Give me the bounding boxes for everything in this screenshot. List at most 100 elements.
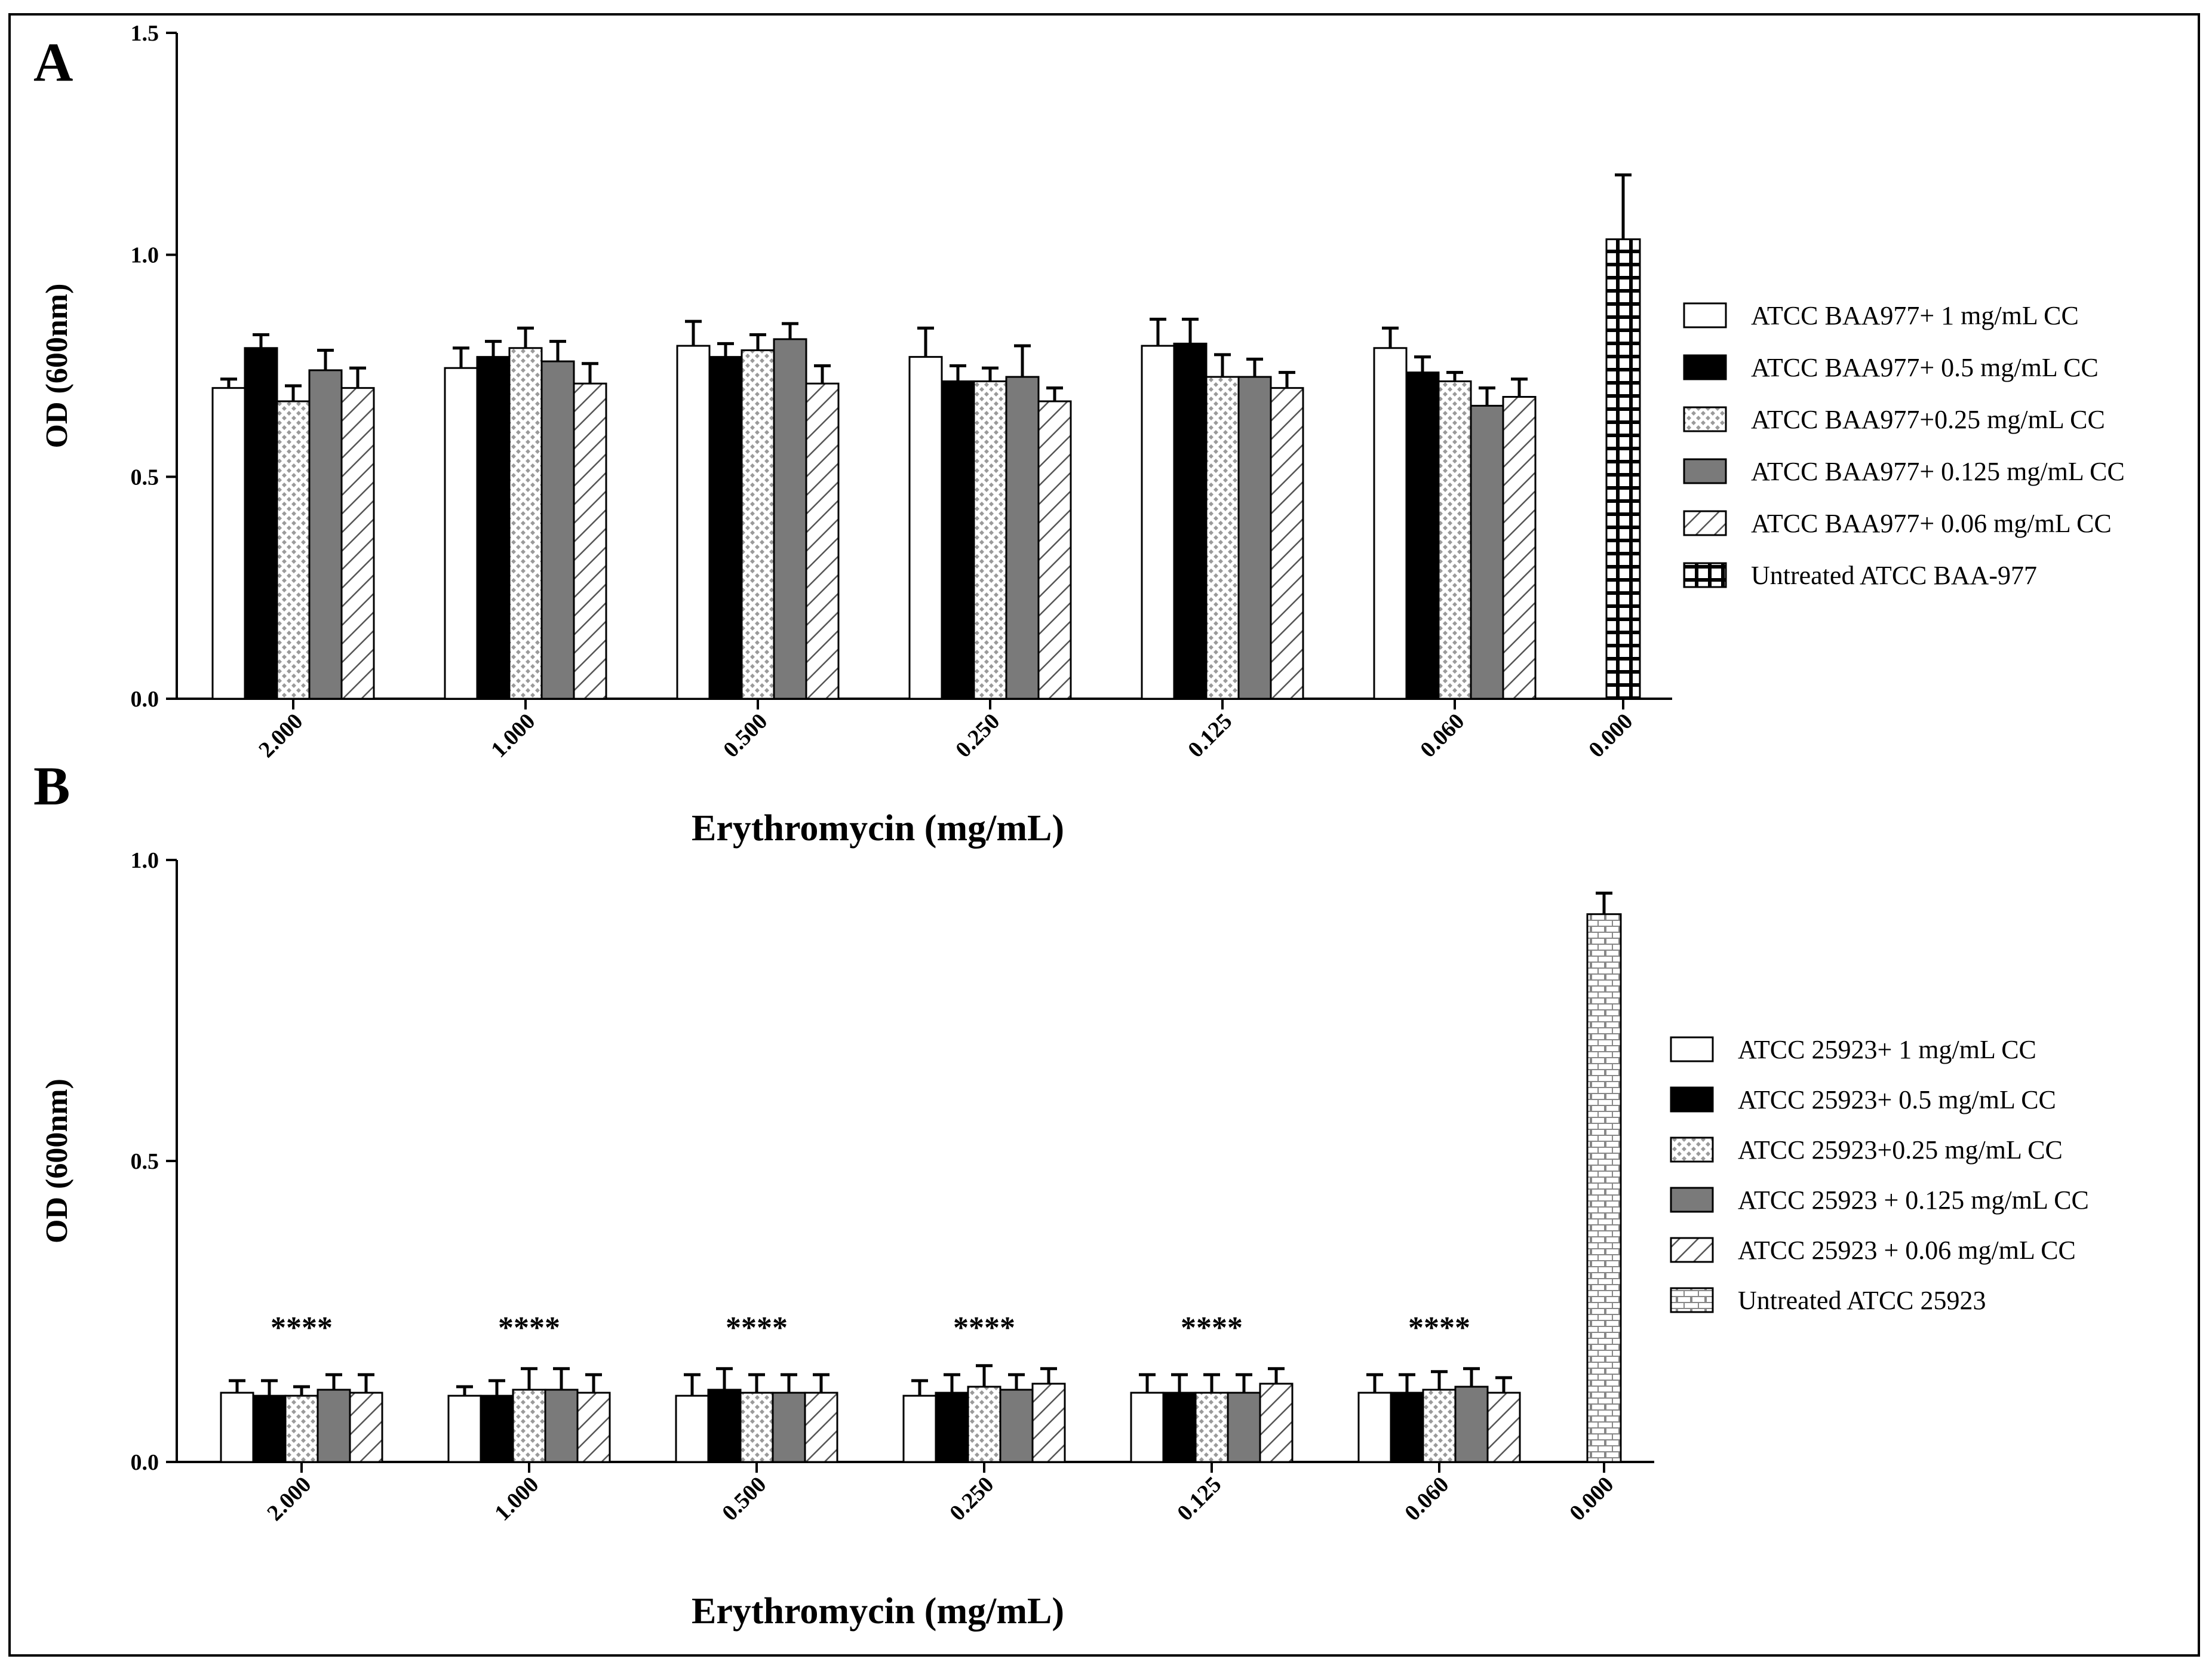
- panel-b-bar: [284, 1394, 319, 1463]
- panel-b-bar: [1454, 1386, 1489, 1463]
- panel-b-x-tick-label: 0.060: [1400, 1472, 1454, 1526]
- panel-a-bar: [573, 382, 607, 700]
- panel-a-bar: [1470, 404, 1504, 700]
- panel-b-bar: [1227, 1391, 1261, 1463]
- panel-b-x-tick-label: 0.000: [1565, 1472, 1618, 1526]
- panel-b-bar: [447, 1394, 482, 1463]
- panel-label-a: A: [33, 32, 73, 93]
- panel-b-bar: [512, 1389, 546, 1463]
- panel-a-x-tick-label: 0.125: [1183, 709, 1237, 763]
- panel-a-legend-label: ATCC BAA977+ 1 mg/mL CC: [1751, 301, 2079, 330]
- panel-b-significance-stars: ****: [953, 1311, 1015, 1345]
- panel-b-bar: [349, 1391, 383, 1463]
- panel-b-bar: [935, 1391, 969, 1463]
- panel-b-legend-swatch: [1670, 1187, 1714, 1213]
- panel-b-bar: [576, 1391, 611, 1463]
- panel-a-bar: [773, 338, 807, 700]
- panel-a-legend-swatch: [1683, 406, 1727, 432]
- panel-b-bar: [967, 1386, 1001, 1463]
- panel-b-x-tick-label: 1.000: [490, 1472, 543, 1526]
- panel-b-bar: [739, 1391, 774, 1463]
- panel-b-legend-swatch: [1670, 1287, 1714, 1313]
- panel-a-legend-swatch: [1683, 510, 1727, 536]
- panel-b-bar: [252, 1394, 287, 1463]
- panel-a-bar: [340, 387, 375, 700]
- panel-a-bar: [508, 347, 543, 700]
- panel-a-bar: [1205, 376, 1240, 700]
- panel-b-legend-label: Untreated ATCC 25923: [1738, 1286, 1986, 1315]
- panel-a-chart: 0.0 0.5 1.0 1.5 OD (600nm) Erythromycin (mg/m…: [40, 21, 2125, 849]
- panel-b-bar: [1194, 1391, 1229, 1463]
- panel-a-bar: [676, 345, 711, 700]
- panel-a-bar: [211, 387, 246, 700]
- panel-b-bar: [707, 1389, 742, 1463]
- panel-a-y-tick-label: 0.5: [131, 465, 159, 490]
- panel-a-legend-label: ATCC BAA977+0.25 mg/mL CC: [1751, 405, 2105, 434]
- panel-b-x-tick-label: 2.000: [262, 1472, 316, 1526]
- panel-b-legend-label: ATCC 25923+0.25 mg/mL CC: [1738, 1135, 2063, 1165]
- panel-b-x-axis-label: Erythromycin (mg/mL): [692, 1591, 1064, 1632]
- panel-b-bar: [220, 1391, 254, 1463]
- panel-a-x-axis-label: Erythromycin (mg/mL): [692, 808, 1064, 849]
- panel-b-legend-swatch: [1670, 1036, 1714, 1062]
- panel-b-bar: [772, 1391, 806, 1463]
- panel-a-bar: [308, 369, 343, 700]
- panel-a-y-tick-label: 0.0: [131, 687, 159, 712]
- panel-b-legend-swatch: [1670, 1136, 1714, 1163]
- panel-a-legend-swatch: [1683, 354, 1727, 380]
- panel-a-bar: [1237, 376, 1272, 700]
- panel-a-y-axis-label: OD (600nm): [40, 284, 74, 449]
- panel-b-bar: [902, 1394, 937, 1463]
- panel-a-bar: [741, 349, 775, 700]
- panel-a-x-tick-label: 0.250: [951, 709, 1004, 763]
- panel-b-x-tick-label: 0.250: [945, 1472, 999, 1526]
- panel-a-bar: [1605, 238, 1641, 700]
- panel-b-chart: 0.0 0.5 1.0 OD (600nm) Erythromycin (mg/mL) 2…: [40, 848, 2089, 1632]
- panel-b-bar: [1486, 1391, 1521, 1463]
- panel-a-bar: [708, 356, 743, 700]
- panel-b-y-tick-label: 1.0: [131, 848, 159, 873]
- panel-a-x-tick-label: 0.000: [1584, 709, 1638, 763]
- panel-b-legend-label: ATCC 25923 + 0.125 mg/mL CC: [1738, 1185, 2089, 1215]
- panel-b-legend-swatch: [1670, 1237, 1714, 1263]
- panel-a-bar: [1405, 371, 1440, 700]
- panel-a-legend-swatch: [1683, 562, 1727, 588]
- panel-a-legend-label: ATCC BAA977+ 0.125 mg/mL CC: [1751, 457, 2125, 486]
- panel-a-bar: [1005, 376, 1040, 700]
- panel-b-bar: [1390, 1391, 1424, 1463]
- panel-a-x-tick-label: 1.000: [486, 709, 540, 763]
- panel-b-bar: [675, 1394, 709, 1463]
- panel-b-bar: [804, 1391, 838, 1463]
- panel-a-bar: [1373, 347, 1408, 700]
- panel-a-bar: [244, 347, 278, 700]
- panel-b-bar: [1357, 1391, 1392, 1463]
- panel-b-bar: [317, 1389, 351, 1463]
- panel-b-x-tick-label: 0.500: [717, 1472, 771, 1526]
- panel-a-x-tick-label: 2.000: [254, 709, 308, 763]
- panel-a-bar: [1141, 345, 1175, 700]
- panel-a-bar: [444, 367, 478, 700]
- panel-b-bar: [1259, 1383, 1294, 1463]
- panel-a-bar: [1502, 396, 1537, 700]
- panel-a-legend-label: Untreated ATCC BAA-977: [1751, 561, 2037, 590]
- panel-b-legend-label: ATCC 25923+ 0.5 mg/mL CC: [1738, 1085, 2056, 1114]
- figure-frame: [8, 13, 2200, 1657]
- panel-a-bar: [908, 356, 943, 700]
- panel-a-legend-label: ATCC BAA977+ 0.5 mg/mL CC: [1751, 353, 2099, 382]
- panel-label-b: B: [33, 755, 70, 816]
- panel-a-bar: [1437, 380, 1472, 700]
- panel-b-significance-stars: ****: [271, 1311, 333, 1345]
- panel-a-bar: [276, 400, 311, 700]
- panel-b-bar: [1422, 1389, 1457, 1463]
- panel-a-bar: [476, 356, 511, 700]
- panel-b-significance-stars: ****: [1181, 1311, 1243, 1345]
- panel-b-bar: [1586, 913, 1622, 1463]
- panel-a-y-tick-label: 1.5: [131, 21, 159, 46]
- panel-a-bar: [1270, 387, 1304, 700]
- panel-b-significance-stars: ****: [1408, 1311, 1470, 1345]
- panel-b-legend-label: ATCC 25923+ 1 mg/mL CC: [1738, 1035, 2036, 1064]
- panel-a-bar: [805, 382, 840, 700]
- panel-b-bar: [1031, 1383, 1066, 1463]
- panel-b-bar: [480, 1394, 514, 1463]
